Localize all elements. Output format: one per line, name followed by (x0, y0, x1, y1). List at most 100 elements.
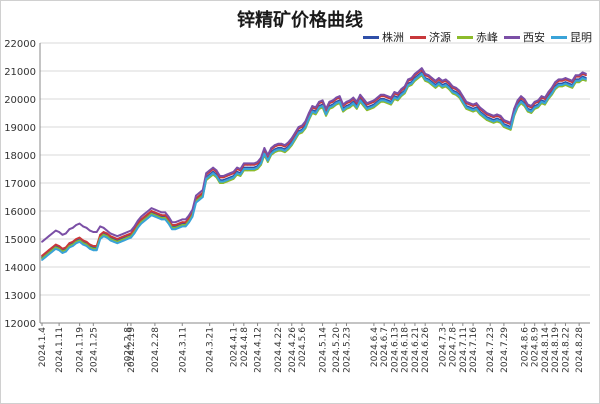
data-point (260, 156, 262, 159)
data-point (184, 218, 187, 221)
data-point (533, 100, 536, 103)
data-point (349, 99, 351, 102)
data-point (345, 100, 348, 103)
y-tick-label: 18000 (4, 151, 36, 162)
data-point (99, 238, 102, 240)
data-point (564, 82, 567, 85)
data-point (47, 235, 50, 238)
data-point (544, 102, 546, 105)
x-tick-label: 2024.3.21 (206, 327, 216, 373)
data-point (41, 240, 43, 243)
x-tick-label: 2024.8.6 (520, 327, 530, 367)
data-point (136, 219, 139, 222)
data-point (44, 252, 47, 254)
data-point (314, 107, 317, 110)
data-point (301, 124, 303, 127)
data-point (58, 249, 61, 252)
data-point (75, 224, 78, 226)
legend-item: 株洲 (363, 29, 404, 45)
data-point (482, 114, 485, 117)
data-point (160, 211, 163, 214)
data-point (160, 214, 163, 217)
data-point (496, 117, 498, 120)
data-point (266, 154, 269, 156)
data-point (181, 221, 184, 224)
data-point (126, 231, 129, 233)
data-point (54, 247, 57, 250)
data-point (277, 142, 279, 145)
data-point (201, 196, 204, 198)
data-point (434, 85, 437, 88)
data-point (544, 96, 546, 99)
data-point (208, 169, 211, 172)
data-point (164, 218, 167, 221)
data-point (489, 113, 492, 116)
y-tick-label: 15000 (4, 235, 36, 246)
data-point (520, 100, 522, 103)
data-point (437, 77, 440, 79)
data-point (239, 175, 242, 177)
data-point (489, 119, 492, 121)
data-point (318, 106, 321, 109)
data-point (314, 112, 317, 114)
x-tick-label: 2024.7.3 (438, 327, 448, 367)
data-point (225, 179, 228, 182)
y-tick-label: 22000 (4, 39, 36, 50)
data-point (567, 78, 570, 81)
data-point (410, 82, 413, 85)
legend-swatch (457, 35, 473, 39)
data-point (133, 225, 136, 228)
data-point (523, 98, 526, 100)
data-point (472, 105, 474, 107)
x-tick-label: 2024.8.14 (541, 327, 551, 373)
data-point (366, 103, 368, 106)
x-tick-label: 2024.4.8 (240, 327, 250, 367)
data-point (544, 98, 546, 100)
data-point (383, 99, 386, 102)
data-point (571, 85, 574, 88)
data-point (318, 100, 321, 103)
data-point (441, 81, 444, 84)
data-point (130, 229, 132, 232)
data-point (212, 170, 214, 173)
data-point (273, 149, 276, 152)
data-point (564, 77, 567, 79)
data-point (390, 96, 392, 99)
data-point (249, 168, 252, 170)
data-point (479, 106, 481, 109)
data-point (444, 82, 447, 85)
data-point (78, 240, 81, 243)
data-point (147, 217, 149, 219)
data-point (386, 95, 389, 98)
data-point (506, 120, 509, 123)
data-point (547, 96, 550, 99)
data-point (451, 91, 454, 93)
data-point (150, 210, 153, 212)
data-point (355, 102, 358, 105)
data-point (540, 99, 543, 102)
data-point (195, 201, 197, 204)
data-point (437, 81, 440, 84)
data-point (311, 110, 314, 113)
data-point (277, 148, 279, 151)
data-point (177, 226, 180, 229)
data-point (78, 222, 81, 225)
data-point (564, 81, 567, 84)
x-tick-label: 2024.7.11 (459, 327, 469, 373)
data-point (99, 225, 102, 228)
data-point (112, 236, 115, 239)
data-point (516, 99, 519, 102)
data-point (126, 238, 129, 240)
data-point (550, 86, 553, 89)
data-point (54, 243, 57, 246)
data-point (448, 81, 451, 84)
data-point (109, 235, 112, 238)
data-point (434, 86, 437, 89)
data-point (499, 114, 502, 117)
data-point (157, 217, 160, 219)
data-point (311, 105, 314, 107)
x-tick-label: 2024.6.7 (380, 327, 390, 367)
data-point (352, 102, 355, 105)
